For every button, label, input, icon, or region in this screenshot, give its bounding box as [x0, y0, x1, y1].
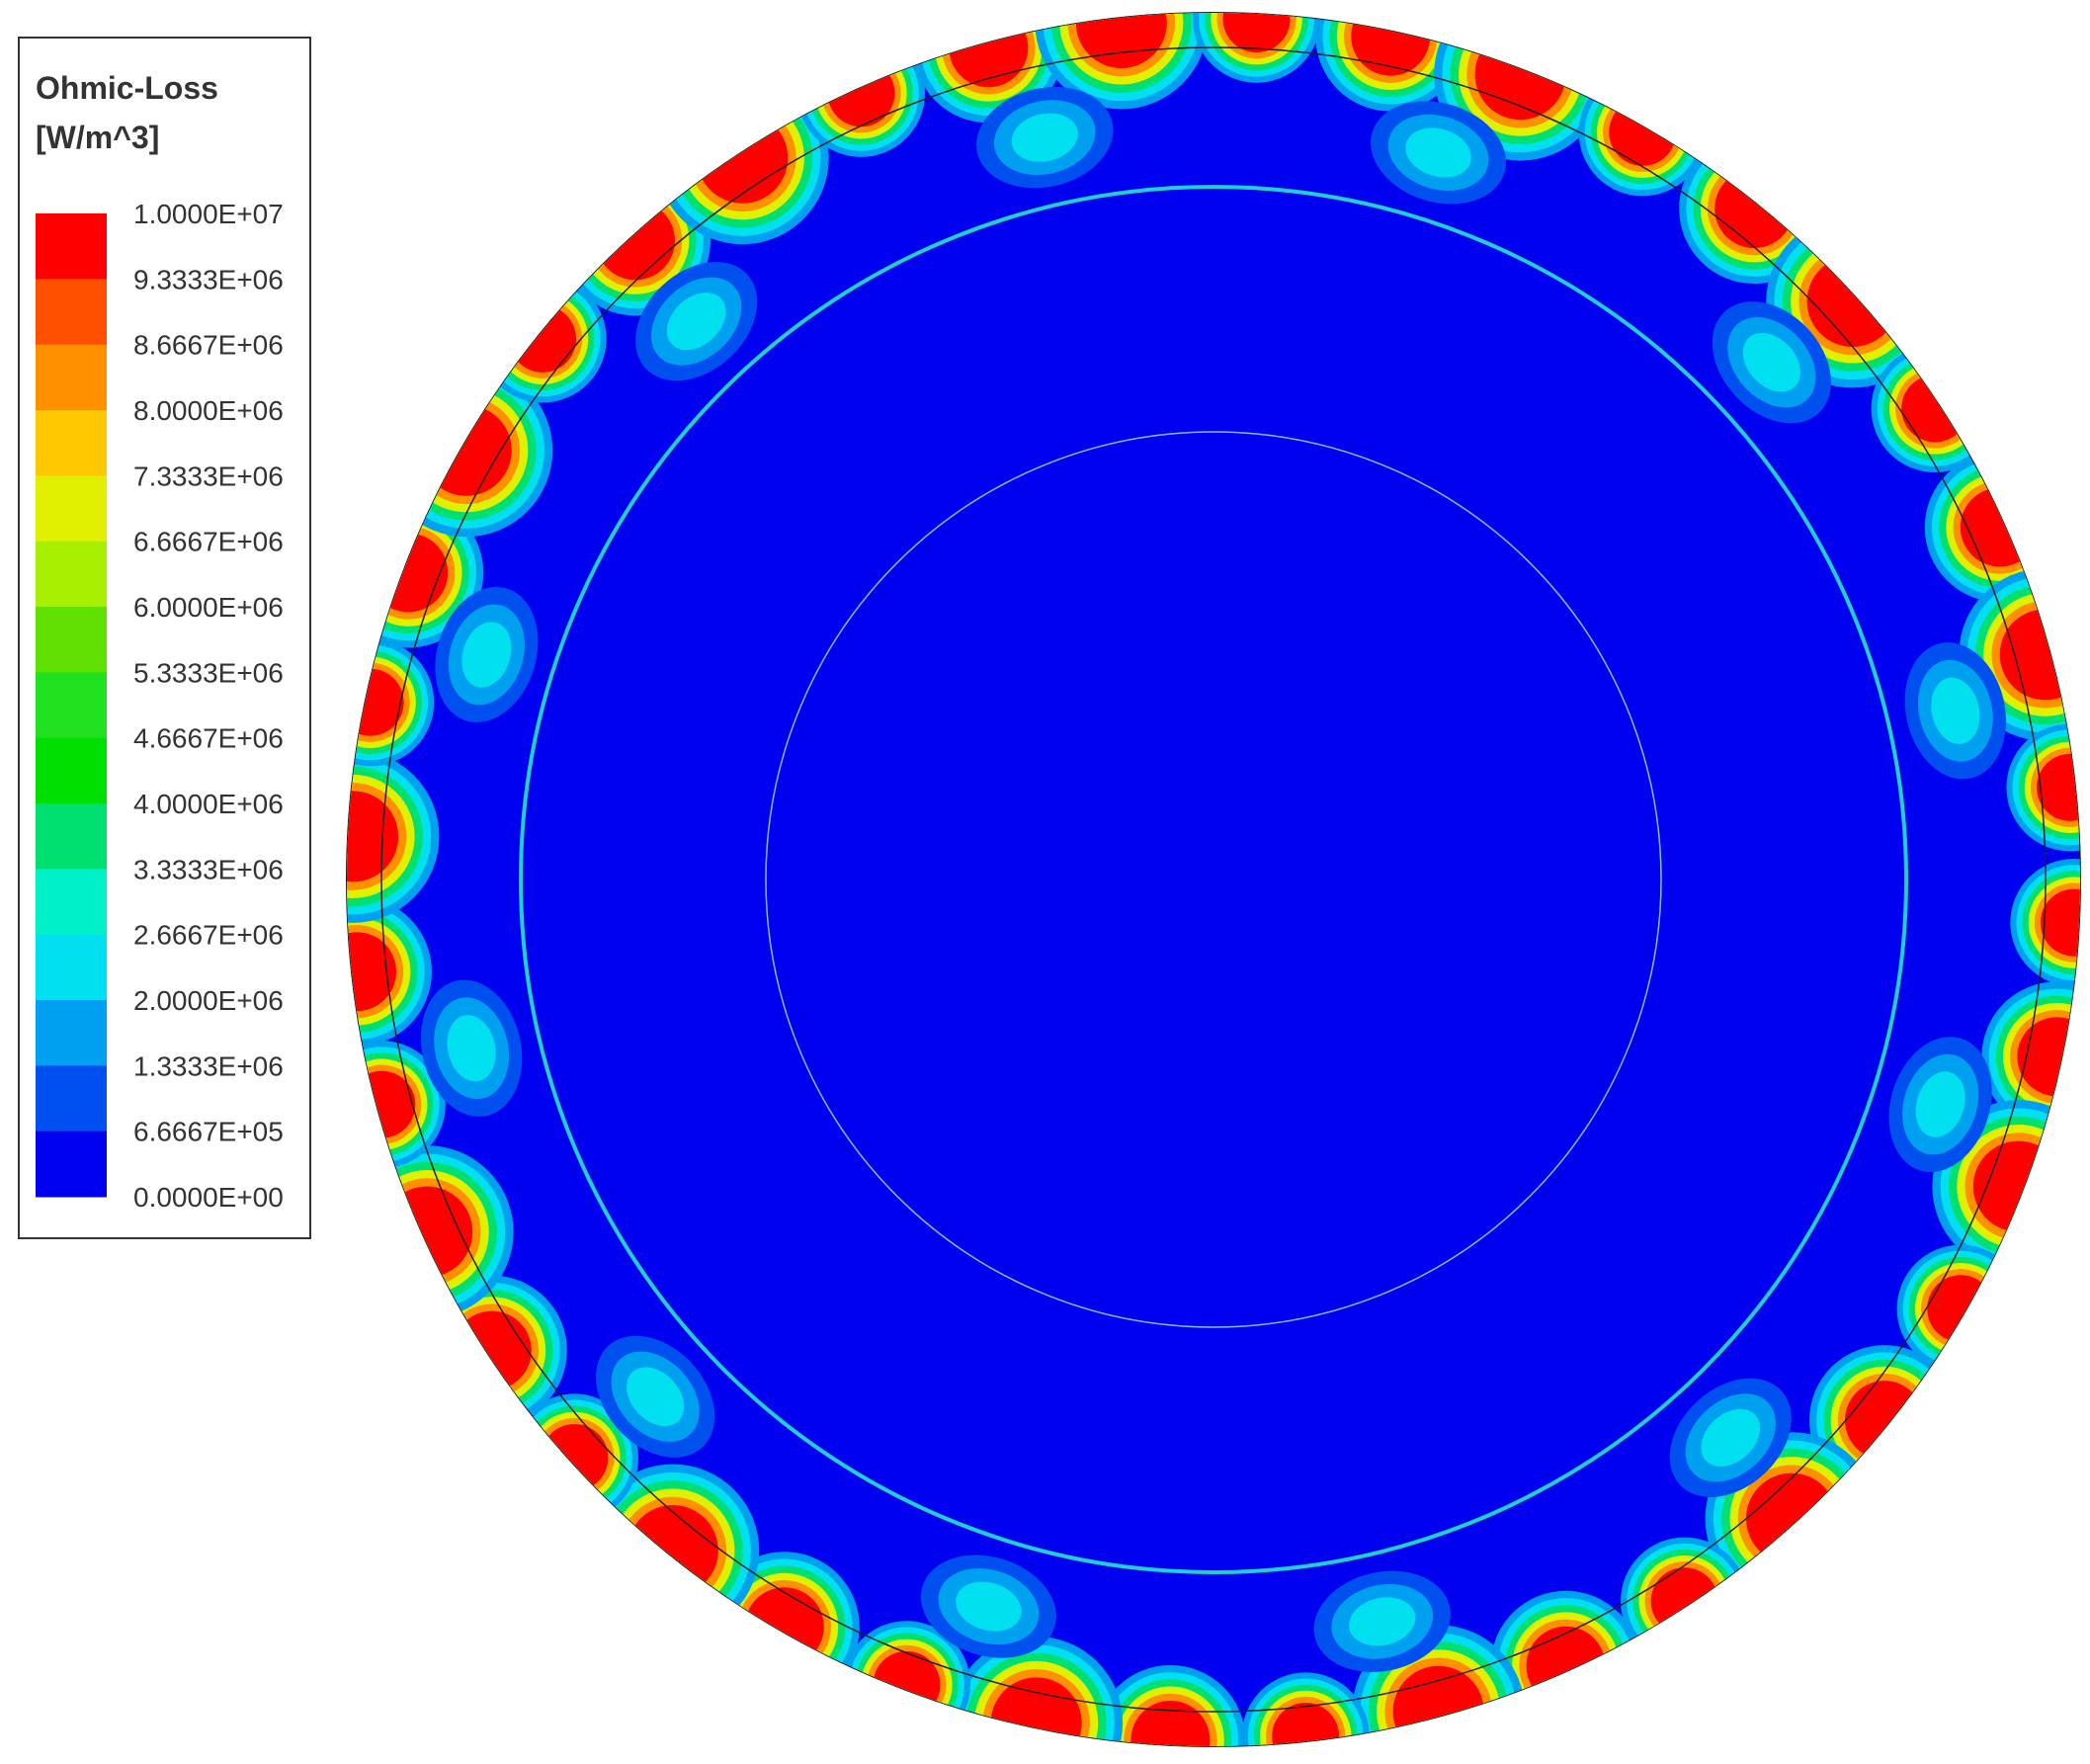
hotspot [827, 59, 895, 127]
color-band [36, 1000, 107, 1066]
hotspot [1609, 98, 1677, 166]
air-gap-line [380, 46, 2047, 1713]
color-band [36, 1065, 107, 1133]
legend-label: 8.0000E+06 [133, 395, 284, 426]
hotspot [369, 533, 449, 613]
slot-field [956, 1581, 1022, 1632]
hotspot [1746, 1472, 1838, 1564]
hotspot [1272, 1703, 1340, 1746]
hotspot [348, 1070, 416, 1138]
machine-section [346, 12, 2081, 1747]
legend-label: 0.0000E+00 [133, 1182, 284, 1213]
color-band [36, 541, 107, 608]
color-bands [36, 213, 107, 1198]
legend-label: 2.0000E+06 [133, 985, 284, 1016]
shaft-line [765, 431, 1662, 1328]
hotspot [697, 112, 789, 204]
color-band [36, 410, 107, 476]
legend-label: 9.3333E+06 [133, 264, 284, 294]
slot-field [447, 1015, 496, 1082]
rotor [519, 185, 1908, 1574]
hotspot [541, 1424, 609, 1492]
hotspot [1650, 1567, 1718, 1636]
legend-label: 6.6667E+06 [133, 527, 284, 557]
slot-field [461, 622, 512, 688]
hotspot [509, 304, 577, 373]
hotspot [1927, 1275, 1995, 1343]
slot-field [1931, 677, 1980, 744]
hotspot [1960, 487, 2040, 567]
hotspot [1222, 13, 1291, 53]
color-band [36, 213, 107, 280]
color-band [36, 279, 107, 346]
legend-label: 4.6667E+06 [133, 723, 284, 754]
slot-field [1011, 113, 1078, 162]
legend-label: 4.0000E+06 [133, 789, 284, 819]
slot-field [1915, 1071, 1965, 1137]
legend-label: 8.6667E+06 [133, 330, 284, 361]
color-band [36, 344, 107, 411]
legend-unit: [W/m^3] [36, 120, 159, 155]
hotspot [1075, 13, 1167, 68]
hotspot [420, 404, 512, 496]
hotspot [452, 1310, 532, 1390]
slot-field [666, 293, 726, 351]
slot-field [1405, 127, 1471, 178]
hotspot [744, 1587, 824, 1667]
legend-label: 6.0000E+06 [133, 592, 284, 623]
hotspot [1526, 1626, 1606, 1706]
legend-label: 5.3333E+06 [133, 657, 284, 688]
hotspot [949, 13, 1029, 88]
slot-field [1742, 332, 1800, 392]
legend-label: 7.3333E+06 [133, 461, 284, 491]
color-band [36, 934, 107, 1001]
hotspot [1392, 1665, 1484, 1746]
legend-label: 3.3333E+06 [133, 854, 284, 884]
legend-label: 2.6667E+06 [133, 920, 284, 951]
legend-label: 1.0000E+07 [133, 199, 284, 229]
slot-field [1349, 1597, 1416, 1646]
legend: Ohmic-Loss [W/m^3] 1.0000E+07 9.3333E+06 8… [18, 37, 311, 1239]
hotspot [595, 201, 675, 281]
legend-label: 6.6667E+05 [133, 1117, 284, 1147]
legend-title: Ohmic-Loss [36, 70, 218, 106]
hotspot [347, 791, 399, 882]
hotspot [1130, 1700, 1211, 1746]
color-band [36, 803, 107, 870]
slot-field [1701, 1408, 1761, 1467]
hotspot [627, 1504, 718, 1596]
hotspot [1351, 13, 1431, 76]
hotspot [347, 932, 396, 1012]
hotspot [2040, 888, 2080, 957]
color-band [36, 1131, 107, 1198]
legend-label: 1.3333E+06 [133, 1050, 284, 1081]
legend-labels: 1.0000E+07 9.3333E+06 8.6667E+06 8.0000E+06… [133, 199, 284, 1213]
color-band [36, 737, 107, 804]
slot-field [627, 1367, 685, 1427]
color-band [36, 475, 107, 543]
hotspot [1806, 255, 1898, 347]
hotspot [1999, 609, 2080, 701]
color-band [36, 869, 107, 936]
hotspot [1901, 375, 1969, 443]
hotspot [2037, 753, 2080, 821]
color-band [36, 607, 107, 673]
color-band [36, 672, 107, 739]
